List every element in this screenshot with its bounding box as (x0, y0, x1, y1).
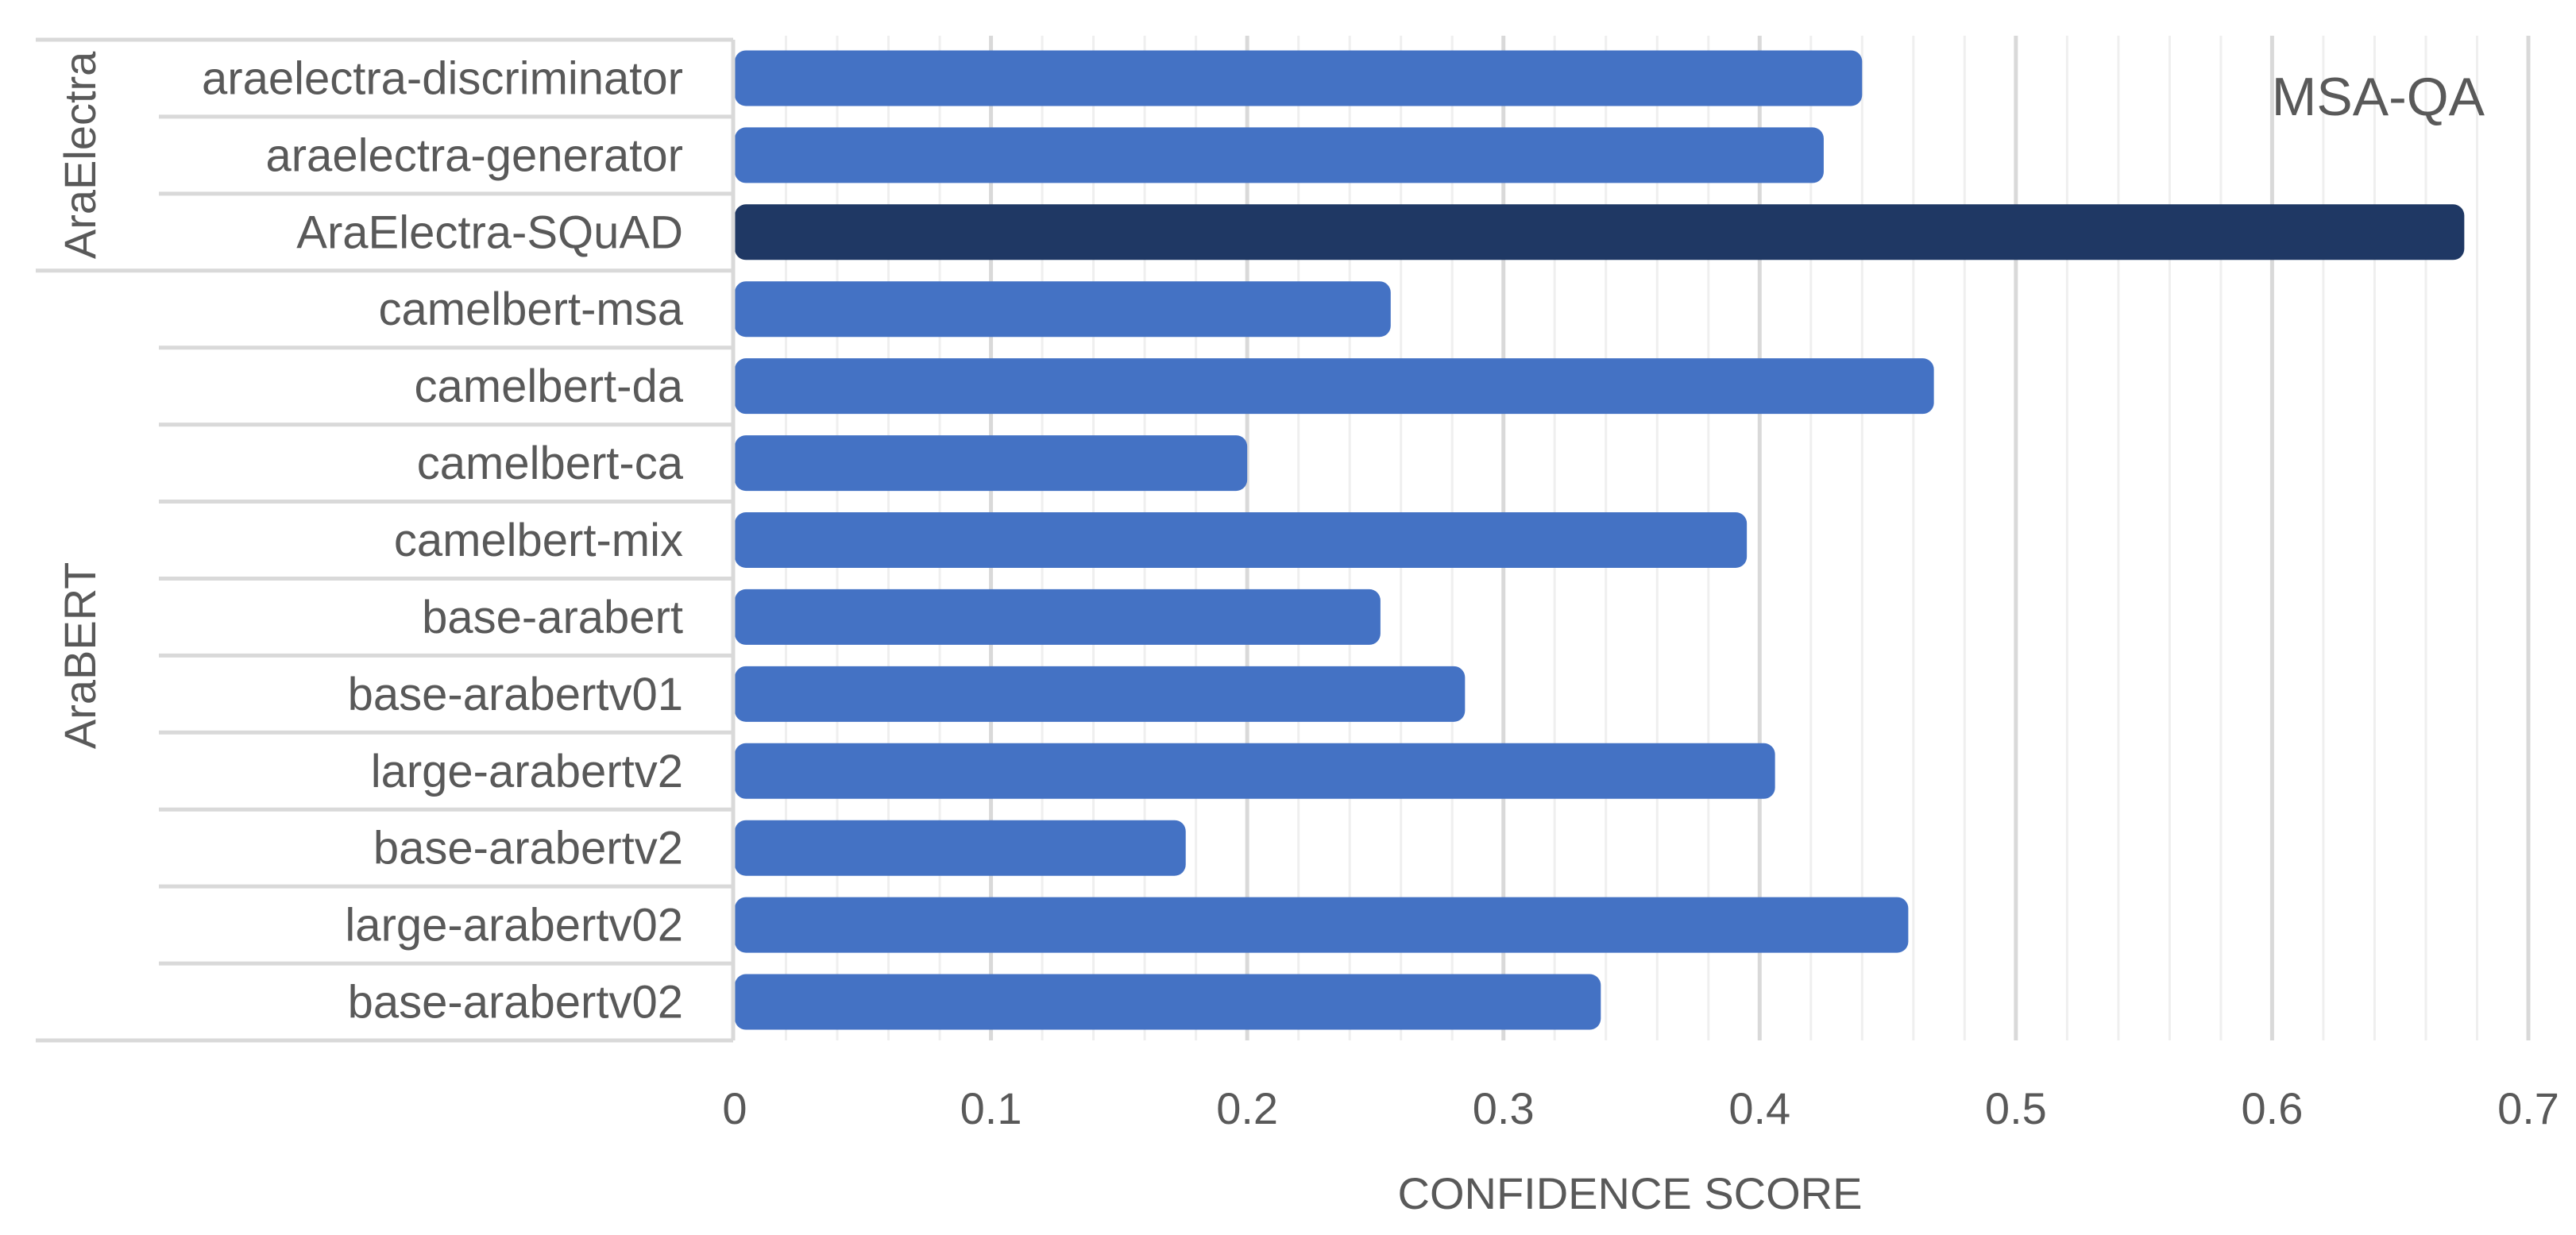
chart-title: MSA-QA (2272, 67, 2485, 127)
category-label: base-arabertv02 (348, 977, 683, 1029)
x-tick-label: 0.4 (1728, 1083, 1790, 1133)
category-label: araelectra-generator (265, 129, 683, 181)
bar-base-arabert (735, 589, 1381, 645)
bar-araelectra-generator (735, 127, 1824, 183)
bar-large-arabertv2 (735, 743, 1775, 799)
category-label: camelbert-ca (417, 438, 684, 489)
category-label: camelbert-da (415, 361, 684, 412)
x-tick-label: 0.1 (960, 1083, 1022, 1133)
bar-camelbert-msa (735, 281, 1391, 338)
category-label: large-arabertv2 (371, 746, 683, 797)
x-tick-labels: 0 0.1 0.2 0.3 0.4 0.5 0.6 0.7 (722, 1083, 2559, 1133)
category-label: araelectra-discriminator (202, 52, 683, 104)
category-label: camelbert-mix (394, 515, 683, 566)
x-tick-label: 0.3 (1473, 1083, 1535, 1133)
category-label: base-arabertv01 (348, 669, 683, 720)
category-label: base-arabertv2 (373, 823, 683, 874)
bar-araelectra-squad (735, 204, 2465, 261)
bar-base-arabertv01 (735, 666, 1466, 722)
category-label: large-arabertv02 (345, 900, 683, 951)
bar-camelbert-da (735, 358, 1934, 415)
group-label: AraElectra (55, 51, 105, 259)
bar-base-arabertv02 (735, 974, 1601, 1030)
group-label: AraBERT (55, 562, 105, 749)
category-label: AraElectra-SQuAD (296, 206, 683, 258)
bar-camelbert-mix (735, 512, 1748, 568)
category-axis: araelectra-discriminator araelectra-gener… (36, 37, 736, 1043)
x-tick-label: 0.2 (1216, 1083, 1278, 1133)
x-tick-label: 0 (722, 1083, 747, 1133)
x-tick-label: 0.5 (1985, 1083, 2047, 1133)
category-label: camelbert-msa (378, 284, 683, 335)
bars (735, 50, 2465, 1030)
category-label: base-arabert (422, 592, 683, 643)
bar-base-arabertv2 (735, 820, 1186, 876)
x-tick-label: 0.6 (2241, 1083, 2303, 1133)
bar-araelectra-discriminator (735, 50, 1863, 106)
bar-camelbert-ca (735, 435, 1248, 492)
x-axis-title: CONFIDENCE SCORE (1398, 1168, 1863, 1218)
x-tick-label: 0.7 (2497, 1083, 2559, 1133)
bar-large-arabertv02 (735, 897, 1909, 953)
